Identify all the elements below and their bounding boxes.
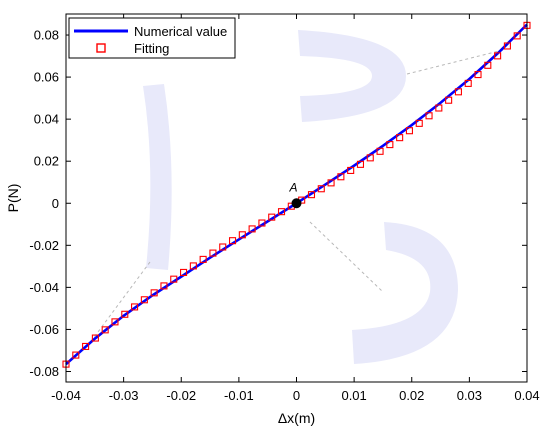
fitting-marker — [160, 282, 168, 290]
fitting-marker — [347, 166, 355, 174]
fitting-marker — [474, 71, 482, 79]
fitting-marker — [464, 79, 472, 87]
fitting-marker — [435, 104, 443, 112]
leader-line-top — [406, 49, 504, 75]
fitting-marker — [258, 219, 266, 227]
fitting-marker — [376, 147, 384, 155]
fitting-marker — [327, 179, 335, 187]
fitting-marker — [415, 119, 423, 127]
leader-line-bottom — [309, 221, 384, 293]
fitting-marker — [111, 318, 119, 326]
fitting-marker — [219, 243, 227, 251]
fitting-marker — [425, 112, 433, 120]
y-tick-label: 0.04 — [34, 112, 59, 127]
y-tick-label: 0.08 — [34, 28, 59, 43]
fitting-marker — [396, 134, 404, 142]
fitting-marker — [366, 154, 374, 162]
fitting-marker — [72, 351, 80, 359]
fitting-marker — [170, 275, 178, 283]
fitting-marker — [356, 160, 365, 168]
fitting-marker — [209, 249, 217, 257]
fitting-marker — [82, 342, 90, 351]
fitting-marker — [268, 213, 276, 221]
y-tick-label: 0.02 — [34, 154, 59, 169]
fitting-marker — [150, 289, 158, 297]
fitting-marker — [454, 88, 462, 96]
fitting-marker — [317, 185, 325, 193]
axes-layer: -0.04 -0.03 -0.02 -0.01 0 0.01 0.02 0.03 0.04 -0.… — [5, 13, 540, 426]
fitting-marker — [445, 96, 453, 104]
fitting-marker — [405, 127, 413, 135]
legend-label-numerical-value: Numerical value — [134, 24, 227, 39]
fitting-marker — [513, 32, 521, 40]
x-tick-label: 0.04 — [514, 388, 539, 403]
x-tick-label: -0.02 — [166, 388, 196, 403]
watermark-arc-bottom — [352, 222, 458, 364]
y-tick-label: -0.04 — [29, 280, 59, 295]
fitting-marker — [199, 255, 207, 263]
fitting-marker — [238, 231, 246, 239]
fitting-marker — [180, 268, 188, 276]
fitting-marker — [337, 173, 345, 181]
x-tick-label: 0.02 — [399, 388, 424, 403]
y-tick-label: -0.08 — [29, 364, 59, 379]
legend-marker-swatch — [96, 43, 106, 53]
fitting-marker — [503, 42, 511, 50]
x-tick-label: -0.03 — [109, 388, 139, 403]
x-tick-label: 0.03 — [457, 388, 482, 403]
legend-label-fitting: Fitting — [134, 41, 169, 56]
x-tick-label: 0 — [293, 388, 300, 403]
watermark-arc-top — [298, 30, 406, 122]
fitting-marker — [248, 225, 256, 233]
watermark-arc-left — [143, 84, 172, 270]
fitting-marker — [386, 141, 394, 149]
fitting-marker — [101, 326, 109, 334]
plot-data-layer: A — [62, 21, 531, 368]
y-tick-label: -0.06 — [29, 322, 59, 337]
y-axis-label: P(N) — [5, 184, 21, 213]
point-a-label: A — [289, 180, 298, 194]
fitting-marker — [91, 334, 99, 342]
fitting-marker — [277, 208, 286, 216]
fitting-marker — [121, 310, 129, 318]
leader-line-left — [91, 261, 151, 341]
x-axis-label: Δx(m) — [278, 410, 315, 426]
fitting-marker — [189, 262, 197, 270]
x-tick-label: -0.04 — [51, 388, 81, 403]
legend: Numerical value Fitting — [68, 17, 236, 59]
fitting-marker — [228, 237, 237, 245]
fitting-marker — [131, 303, 139, 311]
point-a-marker — [291, 198, 302, 209]
x-tick-label: -0.01 — [224, 388, 254, 403]
y-tick-label: 0 — [52, 196, 59, 211]
fitting-marker — [307, 191, 316, 199]
x-tick-label: 0.01 — [341, 388, 366, 403]
y-tick-label: 0.06 — [34, 70, 59, 85]
fitting-marker — [484, 61, 492, 69]
y-tick-label: -0.02 — [29, 238, 59, 253]
fitting-marker — [494, 52, 502, 60]
fitting-marker — [140, 296, 148, 304]
